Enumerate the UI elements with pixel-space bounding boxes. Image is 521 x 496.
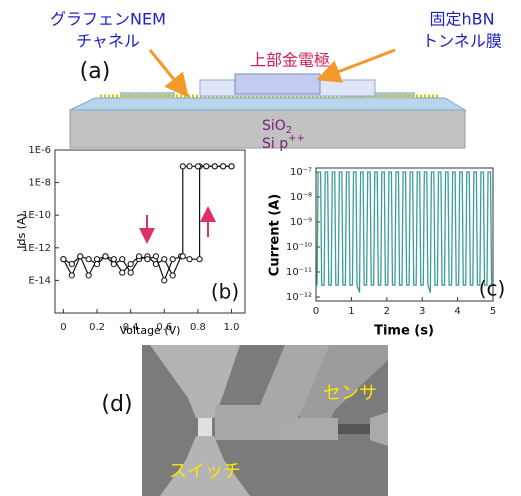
data-marker [120, 257, 125, 262]
data-marker [221, 164, 226, 169]
y-tick-label: 1E-6 [28, 145, 51, 156]
data-line [316, 172, 493, 293]
graphene-label: チャネル [76, 32, 140, 51]
data-marker [180, 254, 185, 259]
panel-d: センサ スイッチ (d) [101, 345, 388, 496]
data-marker [229, 164, 234, 169]
figure: グラフェンNEM チャネル 上部金電極 固定hBN トンネル膜 (a) SiO 2… [0, 0, 521, 496]
arrow [322, 50, 395, 78]
substrate-superscript: ++ [288, 133, 305, 144]
data-marker [69, 262, 74, 267]
data-marker [128, 262, 133, 267]
electrode-label: 上部金電極 [250, 51, 330, 70]
graphene-label: グラフェンNEM [50, 10, 166, 29]
data-marker [128, 270, 133, 275]
panel-label: (b) [211, 280, 239, 304]
data-marker [94, 262, 99, 267]
x-tick-label: 5 [490, 306, 496, 317]
data-marker [170, 257, 175, 262]
y-tick-label: 10⁻⁹ [290, 217, 312, 228]
x-tick-label: 0.8 [190, 322, 206, 333]
substrate-label: Si p++ [262, 133, 305, 152]
data-marker [145, 257, 150, 262]
oxide-layer [70, 98, 465, 110]
data-marker [162, 257, 167, 262]
data-marker [187, 257, 192, 262]
x-tick-label: 0 [313, 306, 319, 317]
hbn-label: トンネル膜 [422, 32, 502, 51]
sensor-pad [370, 412, 388, 446]
hbn-label: 固定hBN [429, 10, 494, 29]
x-tick-label: 1.0 [224, 322, 240, 333]
data-marker [78, 254, 83, 259]
x-tick-label: 3 [419, 306, 425, 317]
data-marker [86, 257, 91, 262]
x-tick-label: 0.2 [89, 322, 105, 333]
data-marker [180, 164, 185, 169]
switch-label: スイッチ [169, 461, 241, 482]
y-tick-label: 10⁻⁷ [290, 167, 312, 178]
panel-label: (d) [101, 392, 132, 417]
x-tick-label: 1 [348, 306, 354, 317]
y-axis-label: Ids (A) [15, 213, 28, 249]
top-electrode [235, 74, 320, 94]
y-axis-label: Current (A) [268, 194, 283, 276]
data-marker [120, 270, 125, 275]
data-marker [195, 164, 200, 169]
data-marker [197, 257, 202, 262]
sensor-channel [338, 424, 370, 434]
panel-label: (a) [80, 59, 111, 84]
x-axis-label: Voltage (V) [120, 324, 181, 337]
y-tick-label: 10⁻¹¹ [286, 267, 312, 278]
x-tick-label: 4 [454, 306, 460, 317]
data-marker [61, 257, 66, 262]
oxide-label-main: SiO [262, 118, 286, 134]
y-tick-label: 1E-8 [28, 178, 51, 189]
data-marker [204, 164, 209, 169]
data-marker [69, 273, 74, 278]
panel-a: グラフェンNEM チャネル 上部金電極 固定hBN トンネル膜 (a) SiO2… [50, 10, 502, 153]
data-marker [103, 254, 108, 259]
panel-label: (c) [479, 277, 506, 301]
data-marker [162, 278, 167, 283]
x-tick-label: 2 [384, 306, 390, 317]
y-tick-label: 10⁻¹² [286, 292, 312, 303]
x-axis-label: Time (s) [374, 324, 434, 339]
y-tick-label: 10⁻¹⁰ [286, 242, 312, 253]
y-tick-label: 10⁻⁸ [290, 192, 312, 203]
data-marker [212, 164, 217, 169]
substrate-label-main: Si p [262, 136, 288, 152]
sensor-label: センサ [323, 383, 377, 404]
data-marker [111, 257, 116, 262]
arrow [150, 50, 185, 93]
data-marker [187, 164, 192, 169]
sensor-pad [278, 418, 338, 440]
y-tick-label: E-14 [28, 275, 51, 286]
switch-channel [198, 418, 212, 436]
data-marker [153, 254, 158, 259]
data-marker [170, 273, 175, 278]
x-tick-label: 0 [60, 322, 66, 333]
data-marker [136, 254, 141, 259]
data-marker [86, 273, 91, 278]
